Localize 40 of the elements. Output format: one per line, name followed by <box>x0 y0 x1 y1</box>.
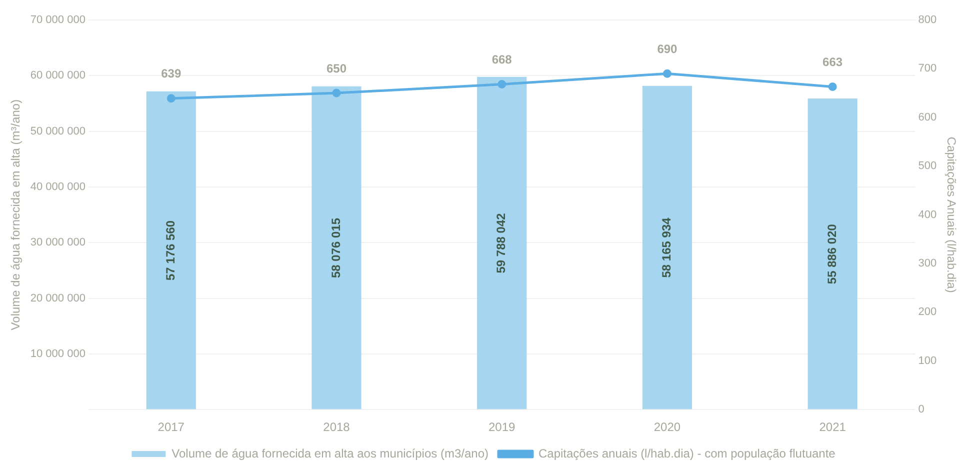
y2-tick-label: 300 <box>918 258 937 270</box>
x-tick-label: 2018 <box>323 420 350 434</box>
y2-tick-label: 500 <box>918 160 937 172</box>
legend-label: Capitações anuais (l/hab.dia) - com população flutuante <box>538 446 836 460</box>
data-label: 55 886 020 <box>824 224 839 284</box>
data-label: 59 788 042 <box>494 212 508 274</box>
y-tick-label: 10 000 000 <box>30 348 86 360</box>
point <box>166 94 176 103</box>
point <box>332 88 341 98</box>
y2-tick-label: 600 <box>918 111 937 124</box>
y2-axis-title: Capitações Anuais (l/hab.dia) <box>944 136 958 293</box>
data-label: 639 <box>161 66 182 81</box>
point <box>828 82 837 91</box>
y2-tick-label: 0 <box>918 404 924 416</box>
legend-label: Volume de água fornecida em alta aos municípios (m3/ano) <box>172 446 489 460</box>
y-tick-label: 50 000 000 <box>30 125 86 138</box>
point <box>662 69 672 78</box>
x-tick-label: 2019 <box>488 420 516 434</box>
y2-tick-label: 200 <box>918 306 937 318</box>
y-tick-label: 40 000 000 <box>30 181 86 194</box>
point <box>498 80 506 89</box>
y-tick-label: 60 000 000 <box>30 70 86 82</box>
y2-tick-label: 800 <box>918 14 937 26</box>
x-tick-label: 2017 <box>158 420 185 434</box>
data-label: 58 165 934 <box>660 217 674 278</box>
data-label: 58 076 015 <box>328 218 343 278</box>
x-tick-label: 2021 <box>819 420 846 434</box>
x-tick-label: 2020 <box>654 420 681 434</box>
y-axis-title: Volume de água fornecida em alta (m³/ano) <box>8 99 23 330</box>
data-label: 650 <box>326 61 347 76</box>
y2-tick-label: 100 <box>918 354 937 367</box>
y-tick-label: 70 000 000 <box>30 14 86 26</box>
data-label: 663 <box>822 55 843 70</box>
data-label: 690 <box>657 42 678 56</box>
y2-tick-label: 400 <box>918 208 937 221</box>
data-label: 57 176 560 <box>163 220 178 281</box>
y2-tick-label: 700 <box>918 62 937 75</box>
y-tick-label: 30 000 000 <box>30 236 86 249</box>
data-label: 668 <box>492 52 512 67</box>
y-tick-label: 20 000 000 <box>30 292 86 304</box>
